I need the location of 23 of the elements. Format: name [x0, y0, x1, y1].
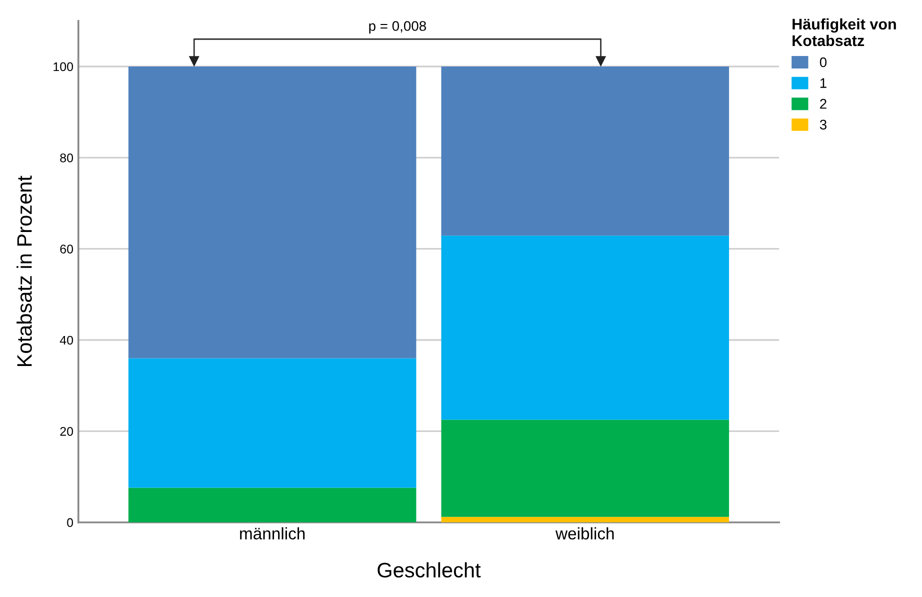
x-tick-label: weiblich	[555, 527, 614, 540]
bar	[441, 516, 730, 522]
y-tick-label: 20	[60, 427, 74, 436]
bar	[441, 236, 730, 420]
legend-label: 0	[820, 57, 827, 68]
bar	[128, 358, 416, 488]
y-axis-title: Kotabsatz in Prozent	[16, 176, 32, 366]
annotation: p = 0,008	[369, 21, 426, 34]
legend-label: 3	[820, 120, 826, 130]
y-tick-label: 0	[67, 518, 74, 528]
y-tick-label: 80	[60, 153, 74, 162]
y-tick-label: 100	[54, 62, 74, 72]
bar	[128, 488, 416, 522]
bar	[441, 420, 730, 517]
legend-label: 1	[820, 78, 826, 88]
y-tick-label: 60	[60, 244, 74, 254]
y-tick-label: 40	[60, 336, 74, 345]
bar	[441, 66, 730, 236]
x-axis-title: Geschlecht	[378, 562, 481, 578]
legend-label: 2	[820, 98, 826, 109]
legend-title: Häufigkeit von Kotabsatz	[792, 18, 896, 46]
x-tick-label: männlich	[240, 527, 305, 540]
bar	[128, 66, 416, 358]
